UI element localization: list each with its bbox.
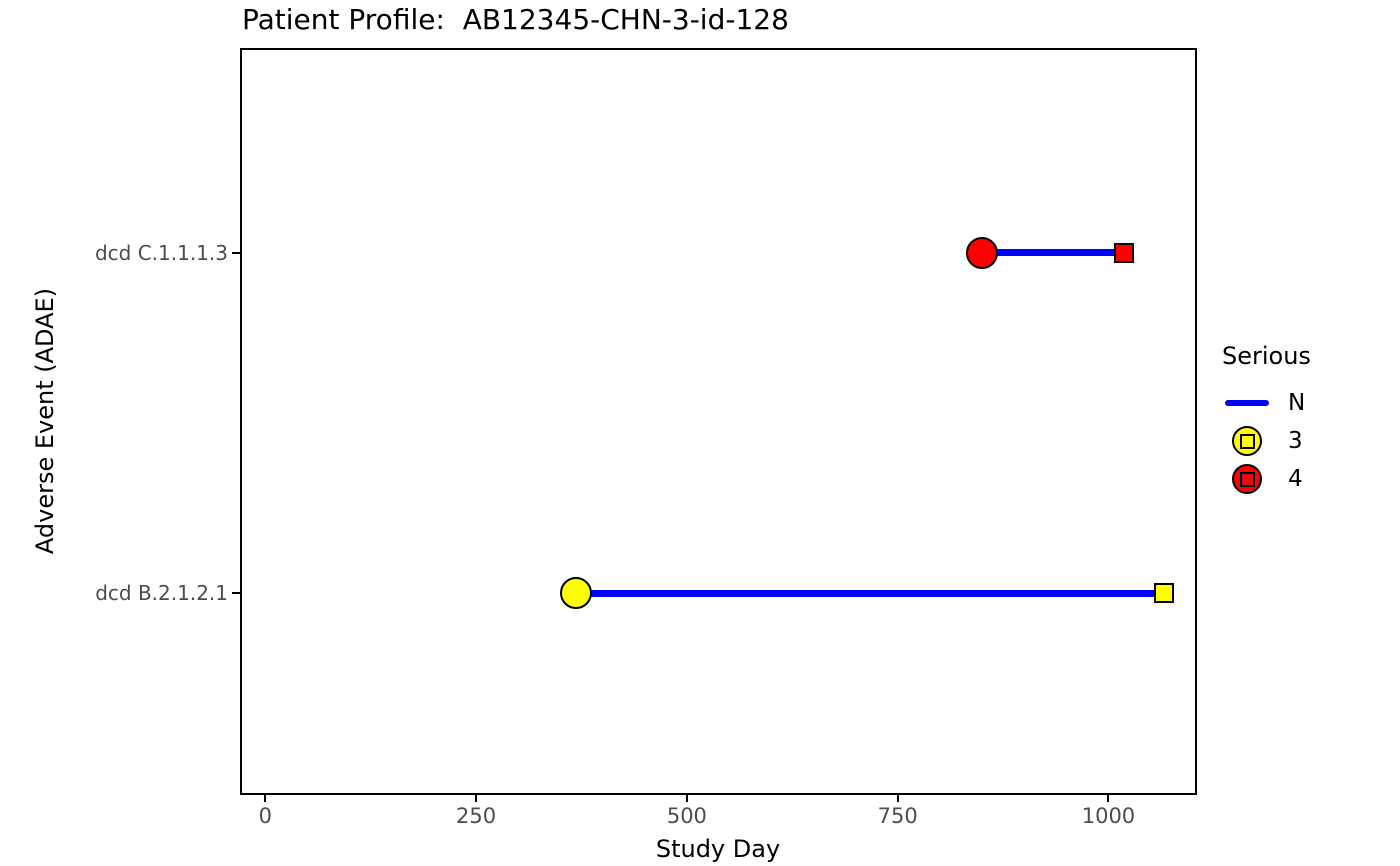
x-tick-label: 500 [666,804,707,828]
legend-square-swatch [1239,433,1255,449]
x-tick-mark [896,795,899,802]
x-tick-label: 750 [877,804,918,828]
y-axis-title: Adverse Event (ADAE) [31,287,59,555]
legend-circle-swatch [1232,464,1262,494]
y-tick-mark [232,592,240,594]
y-tick-mark [232,251,240,254]
x-tick-mark [264,795,267,802]
legend-items: N 3 4 [1222,384,1311,498]
legend-line-icon [1222,400,1272,406]
y-category-label: dcd B.2.1.2.1 [95,581,228,605]
legend-square-swatch [1239,471,1255,487]
event-duration-line [981,249,1124,257]
x-tick-mark [475,795,478,802]
legend-item: 4 [1222,460,1311,498]
legend-circle-square-icon [1222,426,1272,456]
legend-title: Serious [1222,342,1311,370]
x-tick-label: 1000 [1081,804,1136,828]
event-start-marker [965,236,998,269]
legend: Serious N 3 4 [1222,342,1311,498]
legend-item: 3 [1222,422,1311,460]
chart-title: Patient Profile: AB12345-CHN-3-id-128 [242,3,789,36]
event-end-marker [1154,583,1175,603]
x-tick-label: 0 [258,804,272,828]
legend-line-swatch [1225,400,1269,406]
event-duration-line [575,589,1165,597]
legend-item-label: N [1288,390,1306,416]
event-start-marker [559,577,592,609]
y-category-label: dcd C.1.1.1.3 [94,240,228,265]
x-tick-mark [1107,795,1110,802]
x-tick-mark [685,795,688,802]
legend-item-label: 3 [1288,428,1303,454]
event-end-marker [1113,242,1134,263]
plot-panel [240,48,1197,795]
legend-circle-square-icon [1222,464,1272,494]
legend-item: N [1222,384,1311,422]
x-axis-title: Study Day [655,835,781,863]
x-tick-label: 250 [456,804,497,828]
legend-item-label: 4 [1288,466,1303,492]
legend-circle-swatch [1232,426,1262,456]
